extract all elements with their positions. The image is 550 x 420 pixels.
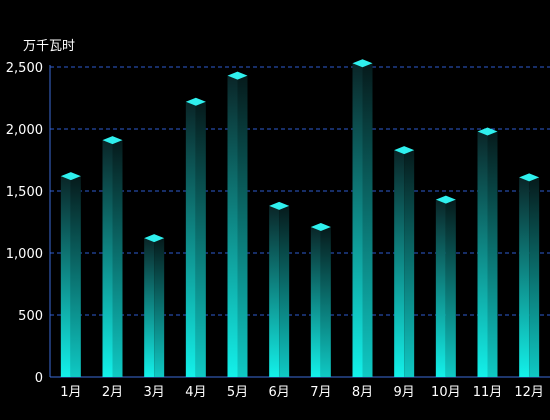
- bar-face-left: [144, 238, 155, 377]
- bar-face-right: [487, 131, 498, 377]
- bar: [310, 222, 331, 377]
- bar: [185, 97, 206, 377]
- bar-face-right: [404, 150, 415, 377]
- bar-face-right: [279, 205, 290, 377]
- bar-cap: [519, 173, 540, 182]
- bar-face-left: [102, 140, 113, 377]
- bar-cap: [310, 222, 331, 231]
- x-tick-label: 10月: [431, 385, 461, 400]
- y-tick-label: 1,500: [6, 185, 43, 200]
- x-tick-label: 7月: [310, 385, 331, 400]
- bar-cap: [477, 127, 498, 136]
- bar: [144, 234, 165, 377]
- bar-cap: [60, 172, 81, 181]
- bar-cap: [144, 234, 165, 243]
- bars: [60, 59, 540, 378]
- bar: [394, 146, 415, 377]
- bar-face-left: [477, 131, 488, 377]
- axes: [49, 65, 550, 378]
- x-tick-label: 12月: [514, 385, 544, 400]
- bar-face-right: [237, 75, 248, 378]
- bar: [102, 136, 123, 377]
- tick-labels: 0 500 1,000 1,500 2,000 2,500 1月 2月 3月 4月 5月 6月 7月 8月…: [6, 61, 544, 400]
- bar: [477, 127, 498, 377]
- bar: [60, 172, 81, 377]
- y-axis-unit-label: 万千瓦时: [23, 39, 75, 54]
- x-tick-label: 11月: [473, 385, 503, 400]
- bar-face-right: [320, 226, 331, 377]
- bar-face-right: [362, 63, 373, 377]
- x-tick-label: 4月: [185, 385, 206, 400]
- bar-cap: [394, 146, 415, 155]
- bar-face-right: [195, 101, 206, 377]
- bar-face-left: [310, 226, 321, 377]
- x-tick-label: 2月: [102, 385, 123, 400]
- x-tick-label: 1月: [60, 385, 81, 400]
- y-tick-label: 2,500: [6, 61, 43, 76]
- x-tick-label: 3月: [144, 385, 165, 400]
- bar-cap: [185, 97, 206, 106]
- bar: [269, 201, 290, 377]
- bar: [435, 195, 456, 377]
- bar-face-left: [60, 176, 71, 377]
- bar-face-left: [269, 205, 280, 377]
- y-tick-label: 1,000: [6, 247, 43, 262]
- bar-face-left: [227, 75, 238, 378]
- y-tick-label: 0: [35, 371, 43, 386]
- bar-cap: [102, 136, 123, 145]
- bar: [352, 59, 373, 377]
- bar-face-left: [435, 199, 446, 377]
- bar-face-left: [185, 101, 196, 377]
- gridlines: [50, 66, 550, 316]
- bar-face-right: [154, 238, 165, 377]
- bar: [227, 71, 248, 378]
- bar-cap: [435, 195, 456, 204]
- x-tick-label: 6月: [269, 385, 290, 400]
- bar: [519, 173, 540, 377]
- x-tick-label: 5月: [227, 385, 248, 400]
- y-tick-label: 500: [18, 309, 43, 324]
- bar-face-left: [519, 177, 530, 377]
- bar-face-right: [445, 199, 456, 377]
- bar-cap: [269, 201, 290, 210]
- x-tick-label: 8月: [352, 385, 373, 400]
- bar-face-left: [352, 63, 363, 377]
- bar-cap: [227, 71, 248, 80]
- bar-face-right: [112, 140, 123, 377]
- bar-face-right: [70, 176, 81, 377]
- x-tick-label: 9月: [394, 385, 415, 400]
- bar-face-left: [394, 150, 405, 377]
- bar-cap: [352, 59, 373, 68]
- y-tick-label: 2,000: [6, 123, 43, 138]
- bar-face-right: [529, 177, 540, 377]
